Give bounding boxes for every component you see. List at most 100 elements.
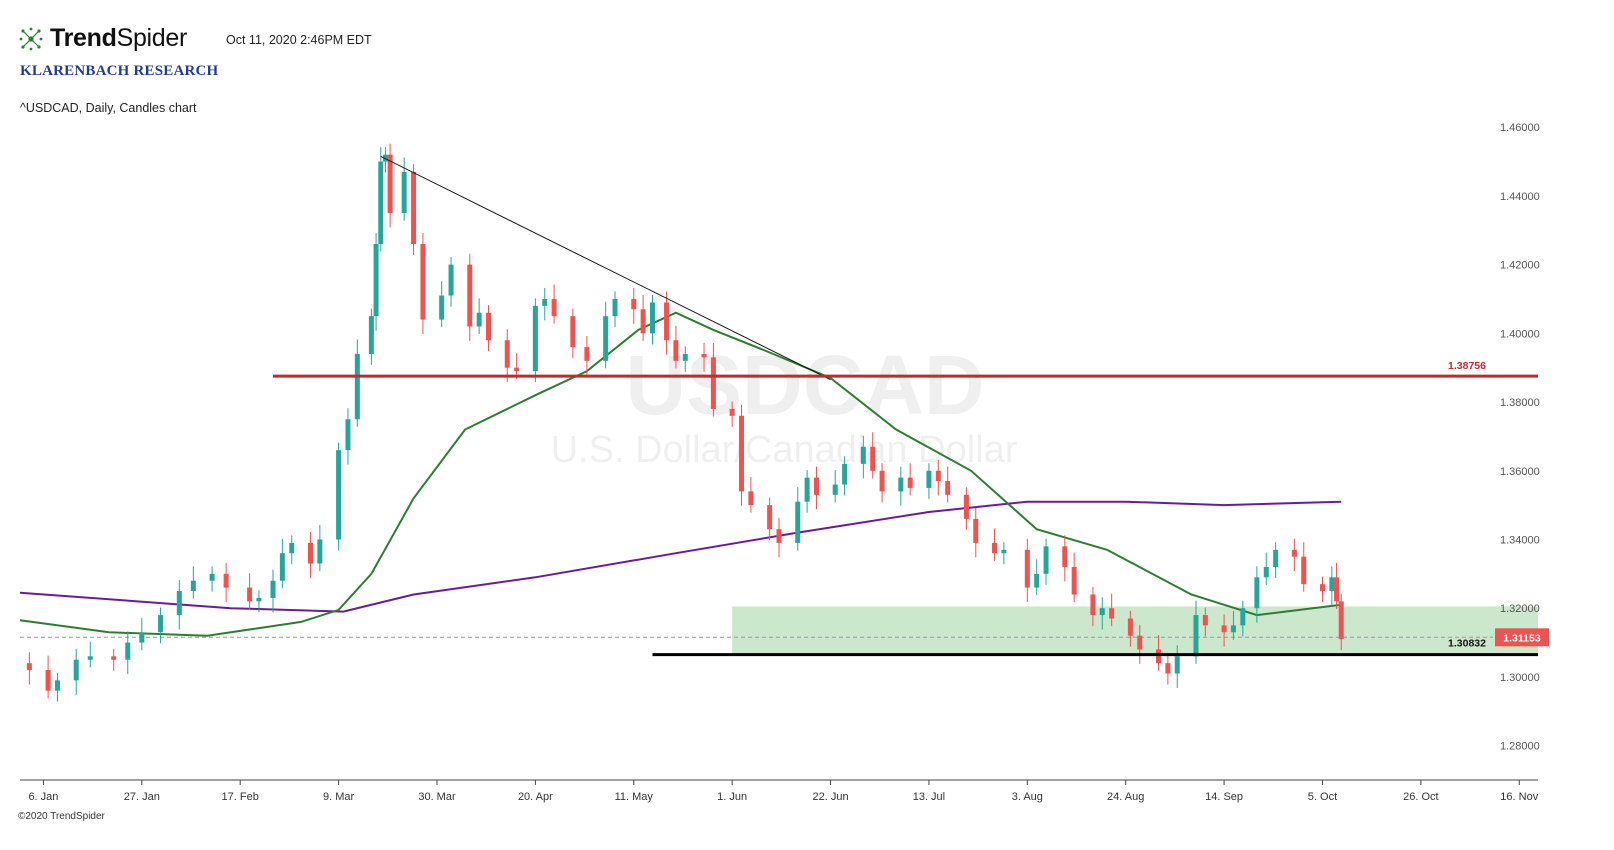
candle-body <box>767 505 773 530</box>
candle-body <box>739 415 745 492</box>
watermark-name: U.S. Dollar/Canadian Dollar <box>551 429 1018 471</box>
candle-body <box>1099 608 1105 616</box>
candle-body <box>190 580 196 592</box>
candle-body <box>1273 549 1279 567</box>
candle-body <box>514 367 520 372</box>
candle-body <box>368 316 374 354</box>
last-price-tag <box>1495 628 1549 647</box>
candle-body <box>54 680 60 691</box>
candle-body <box>1221 625 1227 633</box>
candle-body <box>945 481 951 495</box>
candle-body <box>317 539 323 564</box>
candle-body <box>973 518 979 543</box>
x-tick-label: 6. Jan <box>28 791 58 803</box>
candle-body <box>1174 656 1180 674</box>
candle-body <box>1024 549 1030 588</box>
candle-body <box>476 312 482 327</box>
candle-body <box>1034 573 1040 588</box>
candle-body <box>1329 577 1335 592</box>
watermark-symbol: USDCAD <box>625 338 984 432</box>
candle-body <box>1090 594 1096 616</box>
candle-body <box>87 656 93 660</box>
x-tick-label: 16. Nov <box>1500 791 1538 803</box>
candle-body <box>650 302 655 334</box>
x-tick-label: 20. Apr <box>518 791 553 803</box>
candle-body <box>45 670 51 691</box>
candle-body <box>813 477 819 495</box>
x-tick-label: 22. Jun <box>812 791 848 803</box>
candle-body <box>1071 566 1077 595</box>
x-tick-label: 24. Aug <box>1107 791 1144 803</box>
candle-body <box>570 316 576 348</box>
spider-icon <box>19 27 43 50</box>
candle-body <box>603 316 609 361</box>
support-label: 1.30832 <box>1448 638 1486 650</box>
x-tick-label: 17. Feb <box>222 791 259 803</box>
candle-body <box>710 357 716 409</box>
candle-body <box>542 298 548 306</box>
research-label: KLARENBACH RESEARCH <box>20 63 219 79</box>
x-tick-label: 9. Mar <box>323 791 355 803</box>
candle-body <box>467 264 473 327</box>
candle-body <box>354 353 360 420</box>
candle-body <box>612 298 618 317</box>
candle-body <box>748 491 754 506</box>
candle-body <box>223 573 229 588</box>
candle-body <box>387 154 393 214</box>
candle-body <box>963 494 969 519</box>
y-tick-label: 1.42000 <box>1500 260 1540 272</box>
x-tick-label: 27. Jan <box>124 791 160 803</box>
y-tick-label: 1.36000 <box>1500 466 1540 478</box>
candle-body <box>1156 649 1161 664</box>
y-tick-label: 1.46000 <box>1500 122 1540 134</box>
candle-body <box>401 171 407 214</box>
y-tick-label: 1.44000 <box>1500 191 1540 203</box>
candle-body <box>420 244 426 320</box>
moving-average-fast <box>19 311 1342 637</box>
candle-body <box>898 477 904 492</box>
candle-body <box>870 446 876 471</box>
candle-body <box>842 463 848 485</box>
candle-body <box>682 353 688 361</box>
candle-body <box>378 161 384 244</box>
candle-body <box>664 302 670 341</box>
y-tick-label: 1.32000 <box>1500 603 1540 615</box>
last-price-value: 1.31153 <box>1503 632 1541 644</box>
trendspider-logo: TrendSpider <box>18 24 187 53</box>
candle-body <box>73 659 79 681</box>
y-tick-label: 1.38000 <box>1500 397 1540 409</box>
candle-body <box>1334 577 1340 602</box>
candle-body <box>795 501 801 543</box>
x-tick-label: 13. Jul <box>913 791 945 803</box>
candle-body <box>307 542 313 564</box>
candle-body <box>1165 663 1171 674</box>
candle-body <box>26 663 32 671</box>
candle-body <box>701 353 707 358</box>
candle-body <box>532 305 538 372</box>
candle-body <box>551 298 557 317</box>
chart-description: ^USDCAD, Daily, Candles chart <box>20 101 197 115</box>
candle-body <box>804 477 810 502</box>
candle-body <box>1062 546 1068 567</box>
x-tick-label: 14. Sep <box>1205 791 1243 803</box>
candle-body <box>1240 608 1246 626</box>
x-tick-label: 1. Jun <box>717 791 747 803</box>
candle-body <box>125 642 131 660</box>
copyright: ©2020 TrendSpider <box>18 811 105 822</box>
x-tick-label: 11. May <box>615 791 654 803</box>
candle-body <box>907 477 913 488</box>
candle-body <box>926 470 932 488</box>
candle-body <box>270 580 276 598</box>
candle-body <box>486 312 492 341</box>
candle-body <box>139 632 145 643</box>
x-tick-label: 3. Aug <box>1012 791 1043 803</box>
y-tick-label: 1.30000 <box>1500 672 1540 684</box>
candle-body <box>247 587 253 602</box>
x-tick-label: 26. Oct <box>1403 791 1438 803</box>
y-tick-label: 1.40000 <box>1500 328 1540 340</box>
candle-body <box>158 615 164 633</box>
candle-body <box>1127 618 1133 636</box>
candle-body <box>289 542 295 554</box>
candle-body <box>1230 625 1236 633</box>
